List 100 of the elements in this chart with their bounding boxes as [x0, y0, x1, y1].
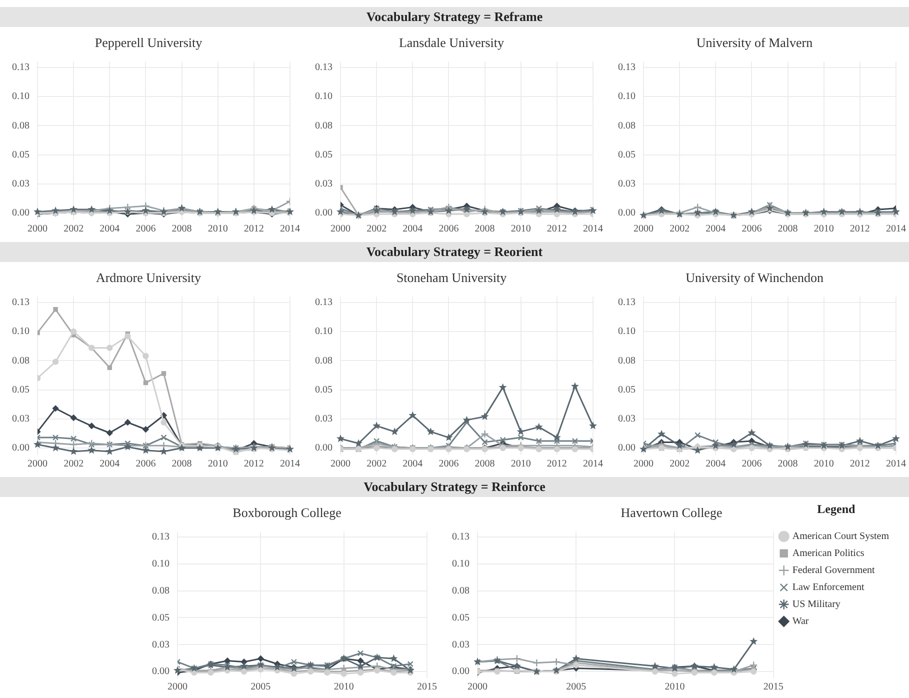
legend-label: US Military	[792, 599, 840, 610]
x-tick-label: 2000	[28, 224, 48, 235]
chart-title: University of Malvern	[696, 35, 814, 50]
y-tick-label: 0.10	[152, 558, 170, 570]
y-tick-label: 0.08	[618, 355, 636, 366]
y-tick-label: 0.05	[12, 384, 30, 396]
x-tick-label: 2004	[706, 458, 726, 470]
x-tick-label: 2010	[664, 682, 685, 693]
x-tick-label: 2014	[583, 458, 603, 470]
x-tick-label: 2010	[510, 224, 531, 235]
x-tick-label: 2004	[402, 458, 423, 470]
y-tick-label: 0.03	[618, 178, 636, 190]
x-tick-label: 2006	[136, 224, 156, 235]
y-tick-label: 0.05	[152, 612, 170, 624]
x-tick-label: 2000	[330, 224, 350, 235]
y-tick-label: 0.00	[452, 666, 470, 678]
y-tick-label: 0.13	[315, 297, 332, 308]
x-tick-label: 2006	[742, 458, 762, 470]
x-tick-label: 2008	[474, 224, 495, 235]
y-tick-label: 0.05	[618, 149, 636, 160]
chart-title: Stoneham University	[396, 270, 508, 286]
x-tick-label: 2012	[850, 458, 870, 470]
y-tick-label: 0.05	[315, 149, 332, 160]
chart-title: Lansdale University	[398, 35, 505, 50]
x-tick-label: 2012	[244, 458, 264, 470]
x-tick-label: 2004	[706, 224, 726, 235]
x-tick-label: 2010	[510, 458, 531, 470]
y-tick-label: 0.13	[12, 297, 30, 308]
y-tick-label: 0.03	[315, 178, 332, 190]
x-tick-label: 2004	[100, 224, 120, 235]
y-tick-label: 0.05	[315, 384, 332, 396]
x-tick-label: 2008	[778, 224, 798, 235]
x-tick-label: 2006	[438, 224, 459, 235]
x-tick-label: 2014	[886, 458, 906, 470]
y-tick-label: 0.00	[152, 666, 170, 678]
text: Vocabulary Strategy = Reframe	[0, 7, 909, 27]
x-tick-label: 2004	[100, 458, 120, 470]
x-tick-label: 2008	[474, 458, 495, 470]
x-tick-label: 2005	[566, 682, 586, 693]
y-tick-label: 0.00	[315, 208, 332, 219]
x-tick-label: 2006	[136, 458, 156, 470]
y-tick-label: 0.05	[452, 612, 470, 624]
x-tick-label: 2010	[208, 458, 228, 470]
x-tick-label: 2000	[28, 458, 48, 470]
y-tick-label: 0.13	[152, 532, 170, 543]
y-tick-label: 0.10	[12, 91, 30, 102]
chart-title: Havertown College	[620, 505, 722, 520]
x-tick-label: 2005	[250, 682, 271, 693]
y-tick-label: 0.10	[315, 326, 332, 338]
x-tick-label: 2002	[366, 224, 387, 235]
y-tick-label: 0.03	[452, 639, 470, 650]
legend-title: Legend	[817, 502, 856, 516]
x-tick-label: 2015	[417, 682, 437, 693]
y-tick-label: 0.00	[618, 442, 636, 454]
y-tick-label: 0.03	[618, 414, 636, 425]
y-tick-label: 0.13	[618, 62, 636, 74]
x-tick-label: 2014	[280, 458, 300, 470]
legend-label: War	[792, 616, 810, 628]
y-tick-label: 0.03	[315, 414, 332, 425]
x-tick-label: 2015	[763, 682, 784, 693]
x-tick-label: 2014	[583, 224, 603, 235]
x-tick-label: 2012	[850, 224, 870, 235]
y-tick-label: 0.03	[12, 178, 30, 190]
text: Vocabulary Strategy = Reorient	[0, 242, 909, 262]
y-tick-label: 0.10	[315, 91, 332, 102]
x-tick-label: 2010	[334, 682, 354, 693]
y-tick-label: 0.05	[618, 384, 636, 396]
y-tick-label: 0.13	[452, 532, 470, 543]
y-tick-label: 0.00	[12, 442, 30, 454]
x-tick-label: 2006	[742, 224, 762, 235]
x-tick-label: 2000	[634, 224, 654, 235]
legend-label: Federal Government	[792, 565, 876, 576]
x-tick-label: 2006	[438, 458, 459, 470]
x-tick-label: 2000	[468, 682, 488, 693]
y-tick-label: 0.08	[618, 120, 636, 132]
y-tick-label: 0.10	[12, 326, 30, 338]
x-tick-label: 2000	[634, 458, 654, 470]
x-tick-label: 2008	[778, 458, 798, 470]
chart-title: Pepperell University	[94, 35, 203, 50]
x-tick-label: 2012	[546, 458, 567, 470]
x-tick-label: 2012	[244, 224, 264, 235]
x-tick-label: 2000	[330, 458, 350, 470]
x-tick-label: 2000	[168, 682, 188, 693]
text: Vocabulary Strategy = Reinforce	[0, 477, 909, 497]
y-tick-label: 0.00	[618, 208, 636, 219]
x-tick-label: 2004	[402, 224, 423, 235]
y-tick-label: 0.13	[618, 297, 636, 308]
y-tick-label: 0.13	[315, 62, 332, 74]
y-tick-label: 0.13	[12, 62, 30, 74]
y-tick-label: 0.08	[152, 585, 170, 596]
legend-label: American Court System	[792, 531, 890, 542]
legend-label: American Politics	[792, 548, 864, 560]
x-tick-label: 2002	[670, 224, 690, 235]
y-tick-label: 0.10	[452, 558, 470, 570]
chart-title: Boxborough College	[232, 505, 342, 520]
x-tick-label: 2002	[366, 458, 387, 470]
chart-title: Ardmore University	[96, 270, 202, 286]
x-tick-label: 2010	[814, 224, 834, 235]
y-tick-label: 0.08	[12, 120, 30, 132]
y-tick-label: 0.00	[12, 208, 30, 219]
